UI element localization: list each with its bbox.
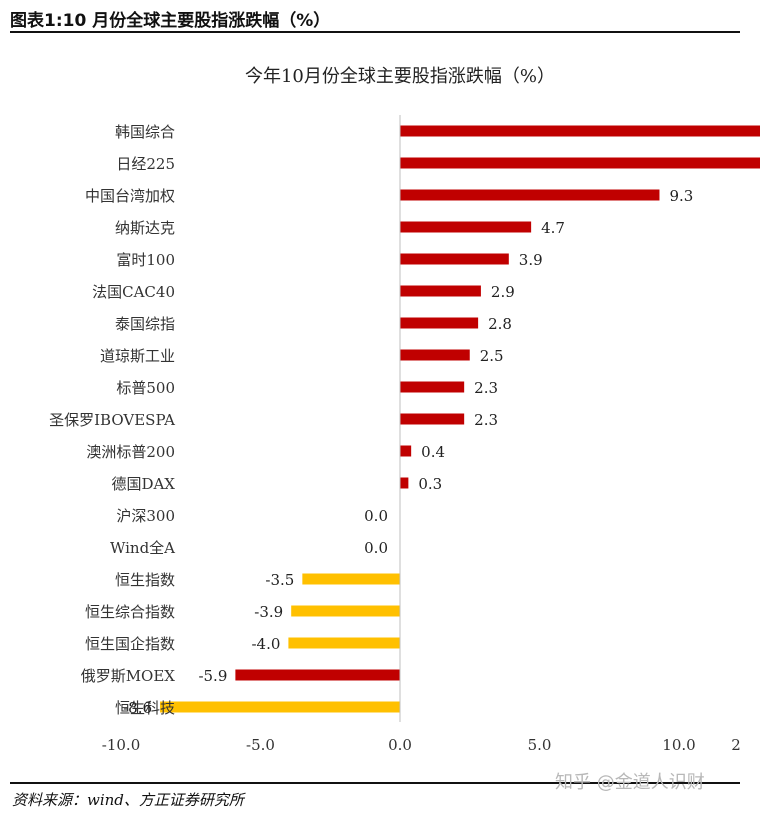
- bar-10: [400, 445, 412, 457]
- bar-17: [235, 669, 400, 681]
- category-label-14: 恒生指数: [115, 571, 175, 589]
- category-label-13: Wind全A: [110, 539, 175, 557]
- bar-11: [400, 477, 409, 489]
- bar-0: [400, 125, 760, 137]
- x-axis-ticks: -15.0-10.0-5.00.05.010.015.020.02: [0, 736, 741, 754]
- x-tick-5: 10.0: [662, 736, 695, 754]
- category-label-3: 纳斯达克: [115, 219, 175, 237]
- value-label-5: 2.9: [491, 283, 515, 301]
- value-label-2: 9.3: [669, 187, 693, 205]
- chart-title: 今年10月份全球主要股指涨跌幅（%）: [245, 66, 555, 87]
- value-label-16: -4.0: [251, 635, 280, 653]
- value-label-11: 0.3: [418, 475, 442, 493]
- category-label-11: 德国DAX: [111, 475, 175, 493]
- category-label-9: 圣保罗IBOVESPA: [49, 411, 175, 429]
- category-label-10: 澳洲标普200: [86, 443, 175, 461]
- bar-5: [400, 285, 481, 297]
- x-tick-1: -10.0: [102, 736, 140, 754]
- x-tick-0: -15.0: [0, 736, 1, 754]
- x-tick-3: 0.0: [388, 736, 412, 754]
- value-label-3: 4.7: [541, 219, 565, 237]
- value-label-17: -5.9: [198, 667, 227, 685]
- category-label-12: 沪深300: [116, 507, 175, 525]
- watermark: 知乎 @金道人识财: [555, 772, 705, 793]
- category-label-16: 恒生国企指数: [85, 635, 175, 653]
- bar-3: [400, 221, 532, 233]
- value-label-14: -3.5: [265, 571, 294, 589]
- x-tick-2: -5.0: [246, 736, 275, 754]
- value-label-12: 0.0: [364, 507, 388, 525]
- category-label-5: 法国CAC40: [92, 283, 175, 301]
- x-tick-4: 5.0: [528, 736, 552, 754]
- value-label-9: 2.3: [474, 411, 498, 429]
- value-labels: 19.916.69.34.73.92.92.82.52.32.30.40.30.…: [123, 187, 693, 717]
- value-label-10: 0.4: [421, 443, 445, 461]
- bar-18: [160, 701, 400, 713]
- bar-group: [160, 125, 760, 713]
- x-tick-8: 2: [731, 736, 741, 754]
- bar-15: [291, 605, 400, 617]
- value-label-18: -8.6: [123, 699, 152, 717]
- bar-1: [400, 157, 760, 169]
- value-label-8: 2.3: [474, 379, 498, 397]
- value-label-4: 3.9: [519, 251, 543, 269]
- value-label-15: -3.9: [254, 603, 283, 621]
- bar-8: [400, 381, 465, 393]
- category-label-18: 恒生科技: [115, 699, 175, 717]
- bar-9: [400, 413, 465, 425]
- source-note: 资料来源：wind、方正证券研究所: [12, 791, 244, 809]
- bar-16: [288, 637, 400, 649]
- value-label-7: 2.5: [480, 347, 504, 365]
- bar-4: [400, 253, 509, 265]
- category-label-7: 道琼斯工业: [100, 347, 175, 365]
- category-label-17: 俄罗斯MOEX: [81, 667, 176, 685]
- category-label-2: 中国台湾加权: [85, 187, 175, 205]
- category-label-8: 标普500: [116, 379, 175, 397]
- category-label-1: 日经225: [116, 155, 175, 173]
- top-rule: [10, 31, 740, 33]
- category-label-0: 韩国综合: [115, 123, 175, 141]
- value-label-6: 2.8: [488, 315, 512, 333]
- category-label-4: 富时100: [116, 251, 175, 269]
- bar-7: [400, 349, 470, 361]
- bar-14: [302, 573, 400, 585]
- category-label-15: 恒生综合指数: [85, 603, 175, 621]
- bottom-rule: [10, 782, 740, 784]
- bar-6: [400, 317, 479, 329]
- bar-2: [400, 189, 660, 201]
- value-label-13: 0.0: [364, 539, 388, 557]
- figure-header: 图表1:10 月份全球主要股指涨跌幅（%）: [10, 11, 331, 31]
- category-label-6: 泰国综指: [115, 315, 175, 333]
